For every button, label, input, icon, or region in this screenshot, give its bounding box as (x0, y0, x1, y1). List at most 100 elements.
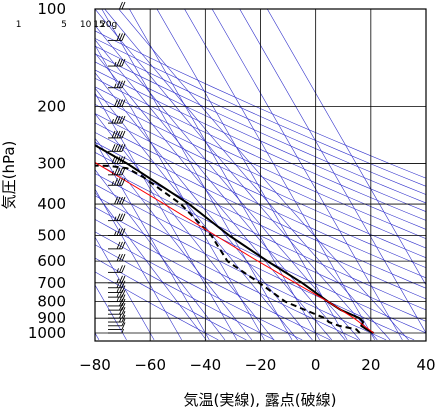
dry-adiabat-line (95, 45, 426, 195)
wind-barb-flag (121, 310, 126, 319)
wind-barb (108, 144, 126, 152)
wind-barb-flag (119, 156, 123, 164)
dry-adiabat-line (95, 30, 426, 179)
dry-adiabat-line (95, 86, 426, 239)
mixing-ratio-line (95, 137, 253, 341)
mixing-ratio-label: 20g (100, 20, 117, 30)
wind-barb-flag (121, 280, 126, 288)
mixing-ratio-line (118, 9, 409, 341)
wind-barb-half-flag (119, 317, 122, 323)
isotherm-line (95, 140, 210, 341)
wind-barb-flag (114, 99, 118, 107)
wind-barb-flag (119, 196, 123, 205)
dry-adiabat-line (95, 77, 426, 230)
wind-barb-flag (114, 156, 118, 164)
wind-barb-flag (116, 253, 121, 262)
wind-barb-flag (111, 156, 116, 164)
wind-barb-flag (121, 307, 126, 315)
wind-barb-flag (116, 241, 121, 250)
dry-adiabat-line (95, 152, 426, 311)
wind-barb-half-flag (114, 216, 117, 221)
wind-barb-flag (121, 253, 126, 262)
isotherm-line (266, 9, 426, 286)
dry-adiabat-line (95, 61, 426, 212)
dry-adiabat-line (95, 69, 426, 221)
wind-barb-flag (119, 178, 123, 186)
series-layer (95, 144, 375, 334)
dry-adiabat-line (95, 173, 426, 334)
isotherm-line (101, 9, 293, 341)
wind-barb (108, 167, 126, 176)
wind-barb-flag (116, 228, 121, 236)
x-tick-label: −80 (79, 356, 111, 374)
x-tick-labels: −80 −60 −40 −20 0 20 40 (79, 356, 435, 374)
isotherm-line (95, 44, 265, 341)
wind-barb-half-flag (116, 288, 119, 293)
wind-barb-half-flag (114, 61, 117, 67)
mixing-ratio-label: 5 (61, 20, 67, 30)
background-lines (95, 9, 426, 341)
dewpoint-line (95, 164, 361, 334)
wind-barb-flag (121, 58, 126, 67)
wind-barb-flag (114, 178, 118, 186)
wind-barb-flag (119, 213, 123, 221)
wind-barb (108, 1, 126, 10)
wind-barb-flag (119, 265, 123, 273)
wind-barb-half-flag (116, 283, 119, 288)
wind-barb-half-flag (116, 278, 119, 283)
mixing-ratio-line (95, 25, 361, 341)
y-tick-label: 100 (37, 0, 66, 18)
wind-barb-flag (111, 144, 116, 152)
wind-barb-flag (119, 1, 123, 10)
wind-barb-flag (119, 241, 123, 250)
wind-barb-flag (121, 196, 126, 205)
wind-barb-flag (121, 213, 126, 221)
isotherm-line (156, 9, 348, 341)
x-tick-label: −60 (134, 356, 166, 374)
wind-barb (108, 178, 126, 186)
dry-adiabat-line (95, 271, 219, 341)
wind-barb-flag (119, 302, 123, 311)
wind-barb-flag (121, 289, 126, 298)
wind-barb-half-flag (119, 314, 122, 319)
mixing-ratio-line (95, 169, 226, 341)
wind-barb-flag (116, 115, 121, 124)
wind-barb-flag (116, 156, 121, 164)
mixing-ratio-line (95, 72, 313, 341)
wind-barb-flag (119, 115, 123, 124)
wind-barb-flag (121, 130, 126, 139)
wind-barb-flag (116, 167, 121, 176)
wind-barb-flag (119, 307, 123, 315)
wind-barb (108, 275, 126, 284)
wind-barb-flag (121, 298, 126, 307)
wind-barb-flag (116, 58, 121, 67)
mixing-ratio-line (95, 39, 346, 341)
wind-barb-flag (121, 80, 126, 88)
wind-barb-flag (121, 156, 126, 164)
dry-adiabat-line (95, 162, 426, 322)
wind-barb (108, 314, 126, 323)
x-axis-title: 気温(実線), 露点(破線) (184, 391, 337, 409)
wind-barb (108, 80, 126, 89)
wind-barb-flag (119, 167, 123, 176)
y-tick-label: 700 (37, 274, 66, 292)
y-tick-label: 600 (37, 252, 66, 270)
wind-barb-flag (119, 298, 123, 307)
dry-adiabat-line (95, 219, 331, 341)
wind-barb-flag (114, 167, 118, 176)
wind-barb-flag (119, 253, 123, 262)
y-tick-label: 900 (37, 309, 66, 327)
wind-barb-flag (121, 285, 126, 293)
wind-barb-flag (119, 289, 123, 298)
wind-barb-half-flag (111, 170, 114, 176)
wind-barb-flag (114, 196, 118, 205)
mixing-ratio-label: 15 (93, 20, 104, 30)
dry-adiabat-line (95, 195, 387, 341)
wind-barb-half-flag (114, 231, 117, 236)
wind-barb-flag (119, 275, 123, 283)
mixing-ratio-line (95, 191, 207, 341)
dry-adiabat-line (95, 244, 275, 341)
wind-barb-flag (121, 314, 126, 323)
y-tick-label: 500 (37, 226, 66, 244)
wind-barb-flag (121, 99, 126, 107)
